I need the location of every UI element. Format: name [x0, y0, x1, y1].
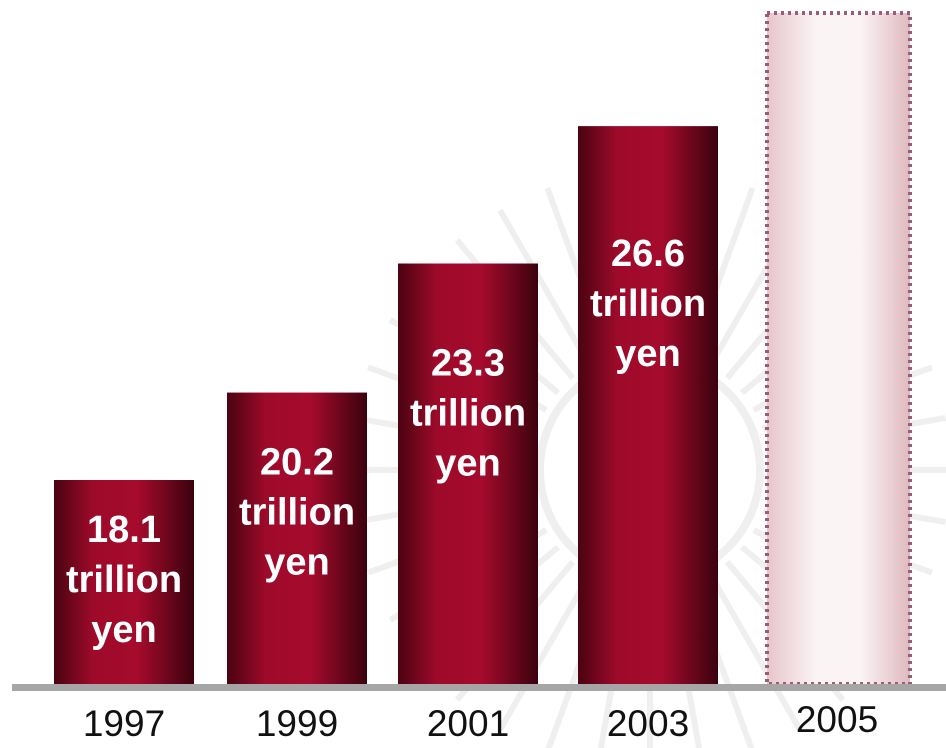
placeholder-bar-2005 [765, 11, 912, 686]
data-label-2001-line-2: trillion [410, 393, 526, 435]
data-label-1997-line-2: trillion [66, 559, 182, 601]
x-tick-label-1999: 1999 [256, 703, 338, 744]
data-label-2003-line-2: trillion [590, 283, 706, 325]
x-tick-label-2005: 2005 [796, 699, 878, 740]
x-tick-label-2003: 2003 [607, 703, 689, 744]
labels: 18.1 trillion yen 1997 20.2 trillion yen 1999 23… [66, 233, 878, 744]
data-label-2001-line-3: yen [435, 443, 500, 485]
data-label-2001-line-1: 23.3 [431, 343, 505, 385]
bars [54, 11, 912, 686]
data-label-1997-line-1: 18.1 [87, 509, 161, 551]
data-label-2003-line-1: 26.6 [611, 233, 685, 275]
bar-2001 [398, 263, 538, 684]
x-axis-line [12, 684, 946, 691]
bar-1999 [227, 392, 367, 684]
data-label-1999-line-1: 20.2 [260, 442, 334, 484]
data-label-1997-line-3: yen [91, 609, 156, 651]
data-label-1999-line-2: trillion [239, 492, 355, 534]
x-axis [12, 684, 946, 691]
data-label-2003-line-3: yen [615, 333, 680, 375]
x-tick-label-1997: 1997 [83, 703, 165, 744]
x-tick-label-2001: 2001 [427, 703, 509, 744]
bar-1997 [54, 480, 194, 684]
data-label-1999-line-3: yen [264, 542, 329, 584]
bar-2003 [578, 126, 718, 685]
